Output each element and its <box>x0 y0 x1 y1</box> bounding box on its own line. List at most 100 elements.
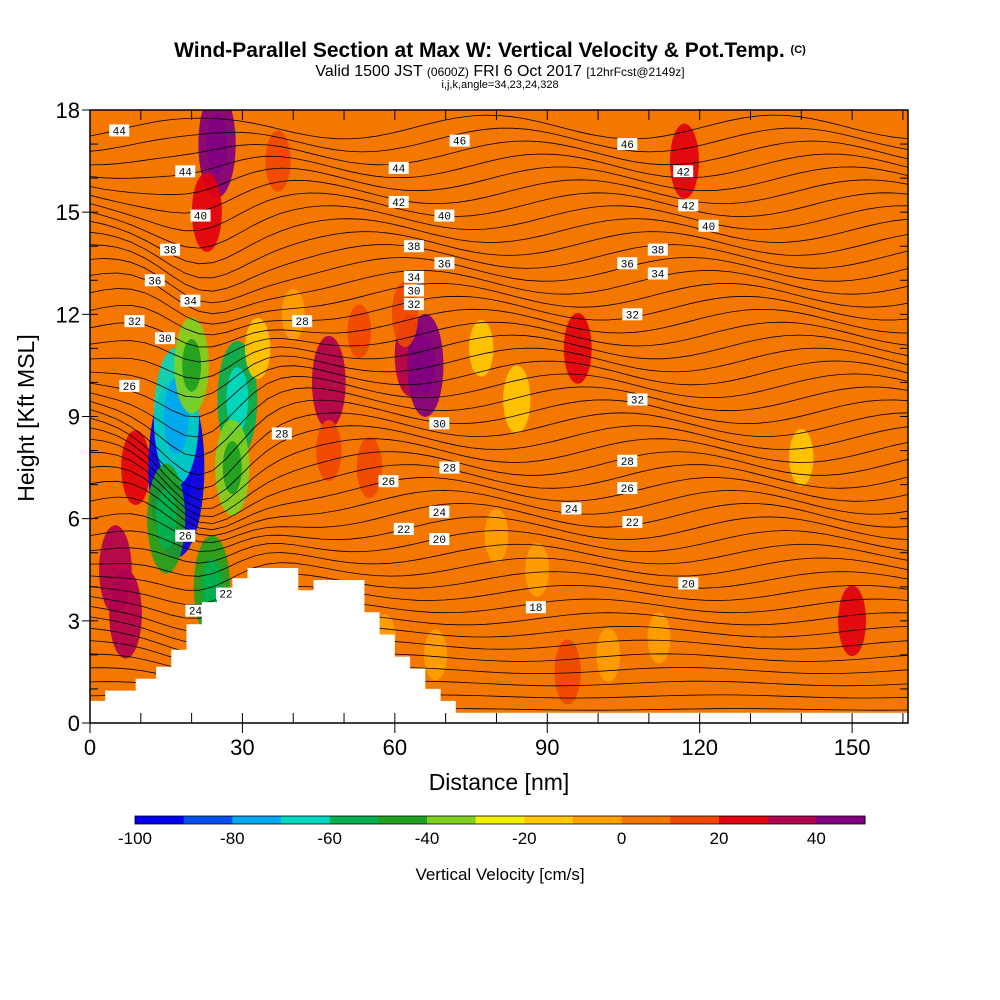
colorbar: -100 -80 -60 -40 -20 0 20 40 <box>118 815 866 848</box>
svg-text:40: 40 <box>438 212 451 224</box>
theta-label-34: 34 <box>647 267 668 281</box>
isentrope-line <box>90 530 908 564</box>
svg-text:28: 28 <box>443 464 456 476</box>
theta-label-20: 20 <box>678 577 699 591</box>
svg-text:36: 36 <box>148 276 161 288</box>
vv-cell-26 <box>789 428 814 486</box>
vv-cell-23 <box>554 639 581 705</box>
svg-text:38: 38 <box>407 242 420 254</box>
svg-text:22: 22 <box>219 590 232 602</box>
svg-text:40: 40 <box>702 222 715 234</box>
theta-label-26: 26 <box>175 529 196 544</box>
svg-text:32: 32 <box>128 317 141 329</box>
theta-label-44: 44 <box>388 161 409 176</box>
vv-cell-14 <box>311 335 346 430</box>
svg-text:34: 34 <box>407 273 421 285</box>
isentrope-line <box>90 412 908 490</box>
isentrope-line <box>90 360 908 418</box>
vv-cell-29 <box>484 508 509 563</box>
isentrope-line <box>90 464 908 525</box>
theta-label-22: 22 <box>622 516 643 530</box>
svg-text:42: 42 <box>682 201 695 213</box>
isentrope-line <box>90 321 908 363</box>
svg-text:28: 28 <box>621 457 634 469</box>
colorbar-swatch <box>719 816 769 824</box>
theta-label-38: 38 <box>403 240 424 254</box>
isentrope-line <box>90 140 908 166</box>
theta-label-38: 38 <box>647 243 668 258</box>
theta-label-36: 36 <box>617 257 638 271</box>
chart-indices: i,j,k,angle=34,23,24,328 <box>441 79 558 91</box>
vv-core-9 <box>222 441 242 494</box>
isentrope-line <box>90 179 908 214</box>
colorbar-tick-label: 0 <box>617 829 626 848</box>
svg-text:28: 28 <box>296 317 309 329</box>
y-tick-label: 3 <box>68 609 80 634</box>
colorbar-swatch <box>329 816 379 824</box>
theta-label-38: 38 <box>160 243 181 258</box>
colorbar-tick-label: -80 <box>220 829 245 848</box>
isentrope-line <box>90 282 908 325</box>
isentrope-line <box>90 218 908 265</box>
colorbar-swatch <box>524 816 574 824</box>
svg-text:34: 34 <box>651 269 665 281</box>
colorbar-swatch <box>621 816 671 824</box>
vv-cell-7 <box>201 396 222 437</box>
vv-cell-18 <box>391 281 419 347</box>
theta-label-28: 28 <box>292 315 313 329</box>
vv-cell-27 <box>596 627 621 682</box>
theta-label-34: 34 <box>403 270 424 285</box>
colorbar-swatch <box>183 816 233 824</box>
theta-label-18: 18 <box>525 601 546 615</box>
theta-label-30: 30 <box>403 284 424 298</box>
theta-label-44: 44 <box>175 165 196 179</box>
isentrope-line <box>90 438 908 510</box>
vv-cell-1 <box>109 569 142 659</box>
theta-label-30: 30 <box>429 417 450 431</box>
theta-label-24: 24 <box>561 502 582 516</box>
isentrope-line <box>90 127 908 153</box>
svg-text:26: 26 <box>621 484 634 496</box>
isentrope-line <box>90 308 908 348</box>
y-tick-label: 6 <box>68 507 80 532</box>
svg-text:34: 34 <box>184 297 198 309</box>
svg-text:26: 26 <box>123 382 136 394</box>
theta-label-26: 26 <box>378 475 399 489</box>
y-tick-label: 9 <box>68 405 80 430</box>
x-tick-label: 0 <box>84 735 96 760</box>
isentrope-line <box>90 489 908 537</box>
theta-label-32: 32 <box>124 315 145 329</box>
theta-label-34: 34 <box>180 294 201 309</box>
colorbar-tick-label: -100 <box>118 829 152 848</box>
theta-label-46: 46 <box>617 138 638 152</box>
svg-text:36: 36 <box>621 259 634 271</box>
isentrope-line <box>90 166 908 196</box>
plot-area: 44 46 46 42 44 44 42 42 40 40 40 38 38 38 36 36 36 34 34 34… <box>90 110 908 723</box>
x-tick-label: 30 <box>230 735 254 760</box>
colorbar-label: Vertical Velocity [cm/s] <box>415 865 584 884</box>
theta-label-40: 40 <box>434 209 455 224</box>
vv-cell-15 <box>316 420 342 482</box>
colorbar-swatch <box>135 816 185 824</box>
vv-core-17 <box>415 337 436 394</box>
svg-text:42: 42 <box>677 167 690 179</box>
theta-label-42: 42 <box>673 165 694 179</box>
colorbar-swatch <box>475 816 525 824</box>
y-tick-label: 18 <box>56 98 80 123</box>
colorbar-swatch <box>767 816 817 824</box>
vv-cell-25 <box>838 585 867 657</box>
theta-label-28: 28 <box>439 461 460 476</box>
isentrope-line <box>90 244 908 292</box>
isentrope-line <box>90 425 908 501</box>
theta-label-32: 32 <box>627 393 648 407</box>
svg-text:38: 38 <box>651 246 664 258</box>
svg-text:20: 20 <box>433 535 446 547</box>
theta-label-36: 36 <box>434 257 455 271</box>
x-axis-label: Distance [nm] <box>429 769 570 795</box>
svg-text:40: 40 <box>194 212 207 224</box>
svg-text:32: 32 <box>631 395 644 407</box>
vv-cell-22 <box>563 312 592 384</box>
isentrope-line <box>90 334 908 380</box>
